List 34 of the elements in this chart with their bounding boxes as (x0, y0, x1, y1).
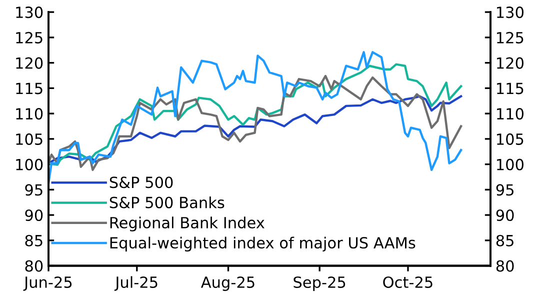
y-tick-label: 85 (25, 234, 42, 246)
x-tick-label: Sep-25 (294, 276, 346, 291)
legend-label: S&P 500 (110, 176, 173, 188)
y-tick-label: 90 (25, 209, 43, 222)
y2-tick-label: 125 (497, 32, 524, 44)
legend-label: S&P 500 Banks (110, 196, 224, 208)
y2-tick-label: 105 (497, 133, 524, 145)
x-tick-label: Jul-25 (114, 276, 158, 291)
legend-label: Regional Bank Index (110, 216, 264, 232)
line-series (48, 74, 462, 171)
y-tick-label: 100 (16, 158, 43, 170)
y2-tick-label: 115 (497, 82, 524, 94)
y-tick-label: 130 (16, 6, 43, 18)
y-tick-label: 80 (25, 260, 43, 272)
y2-tick-label: 110 (497, 108, 524, 120)
y2-tick-label: 100 (497, 158, 524, 170)
y-tick-label: 95 (25, 184, 42, 196)
y2-tick-label: 120 (497, 57, 524, 69)
y-tick-label: 110 (16, 108, 43, 120)
y2-tick-label: 90 (496, 209, 514, 222)
y2-tick-label: 95 (496, 184, 514, 196)
y-tick-label: 125 (16, 32, 42, 44)
y2-tick-label: 80 (496, 260, 514, 272)
y-tick-label: 120 (16, 57, 43, 69)
line-series (48, 63, 462, 166)
y-tick-label: 115 (16, 82, 42, 94)
x-tick-label: Oct-25 (383, 276, 432, 288)
legend-label: Equal-weighted index of major US AAMs (110, 236, 416, 252)
x-tick-label: Aug-25 (200, 276, 254, 291)
y-tick-label: 105 (16, 133, 42, 145)
y2-tick-label: 85 (496, 234, 514, 246)
x-tick-label: Jun-25 (23, 276, 72, 291)
y2-tick-label: 130 (497, 6, 524, 18)
line-series (48, 95, 462, 164)
